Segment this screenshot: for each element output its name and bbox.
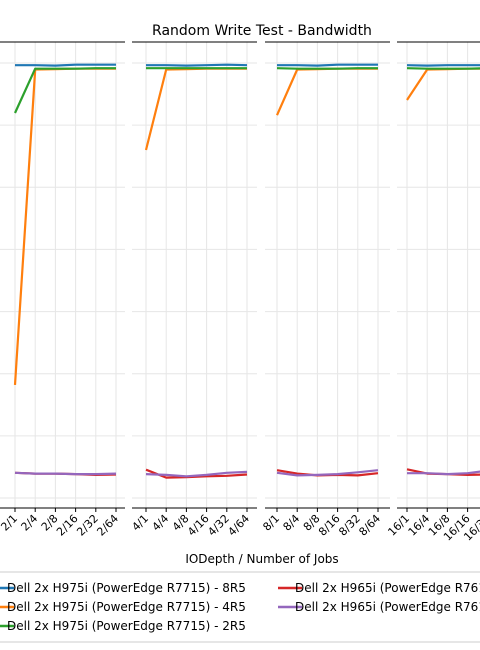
series-line xyxy=(14,471,117,476)
x-tick-label: 2/32 xyxy=(74,512,101,539)
series-line xyxy=(145,470,248,478)
legend-label: Dell 2x H965i (PowerEdge R7615) - 8R5 xyxy=(295,581,480,595)
legend-label: Dell 2x H975i (PowerEdge R7715) - 8R5 xyxy=(7,581,246,595)
x-tick-label: 4/64 xyxy=(225,512,252,539)
grid xyxy=(0,42,480,508)
x-tick-label: 4/16 xyxy=(185,512,212,539)
x-tick-label: 16/4 xyxy=(406,512,433,539)
legend-label: Dell 2x H965i (PowerEdge R7615) - 4R5 xyxy=(295,600,480,614)
series-line xyxy=(407,470,480,476)
legend-frame xyxy=(0,571,480,643)
x-tick-label: 8/4 xyxy=(281,512,303,534)
x-axis-label: IODepth / Number of Jobs xyxy=(185,552,338,566)
series-line xyxy=(276,469,379,477)
series-line xyxy=(146,63,248,67)
x-tick-label: 4/32 xyxy=(205,512,232,539)
series-line xyxy=(275,67,378,116)
axes xyxy=(0,41,480,512)
chart-title: Random Write Test - Bandwidth xyxy=(152,23,372,39)
x-tick-label: 2/1 xyxy=(0,512,20,534)
series-line xyxy=(144,67,247,151)
x-tick-label: 4/1 xyxy=(129,512,151,534)
series-line xyxy=(276,67,378,70)
x-tick-label: 2/64 xyxy=(94,512,121,539)
legend-label: Dell 2x H975i (PowerEdge R7715) - 4R5 xyxy=(7,600,246,614)
x-tick-label: 2/4 xyxy=(19,512,41,534)
x-tick-label: 8/32 xyxy=(336,512,363,539)
legend-label: Dell 2x H975i (PowerEdge R7715) - 2R5 xyxy=(7,619,246,633)
x-tick-label: 8/64 xyxy=(356,512,383,539)
series-line xyxy=(13,67,116,114)
series-line xyxy=(277,63,378,67)
x-tick-label: 8/1 xyxy=(260,512,282,534)
series-line xyxy=(13,67,116,385)
series-line xyxy=(15,63,116,67)
series-line xyxy=(406,67,480,70)
x-tick-label: 2/16 xyxy=(54,512,81,539)
x-tick-label: 8/16 xyxy=(316,512,343,539)
legend: Dell 2x H975i (PowerEdge R7715) - 8R5 Del… xyxy=(0,571,480,643)
series-lines xyxy=(13,63,480,479)
series-line xyxy=(406,67,480,101)
x-tick-label: 4/4 xyxy=(150,512,172,534)
x-tick-labels: 2/12/42/82/162/322/64 4/14/44/84/164/324/… xyxy=(0,512,480,544)
x-tick-label: 16/1 xyxy=(385,512,412,539)
